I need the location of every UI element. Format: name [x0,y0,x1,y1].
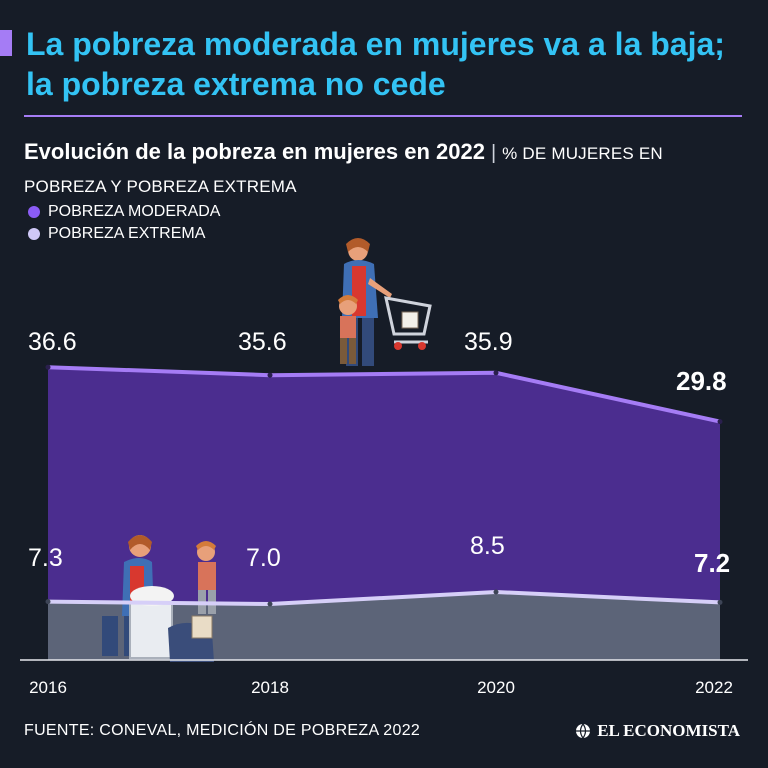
chart-markers [45,364,723,607]
legend-item-extrema: POBREZA EXTREMA [28,223,220,245]
point-moderada-2016 [45,364,51,370]
point-extrema-2016 [45,599,51,605]
label-extrema-2020: 8.5 [470,532,505,560]
legend-dot-moderada [28,206,40,218]
point-extrema-2020 [493,589,499,595]
legend-label-moderada: POBREZA MODERADA [48,203,221,220]
x-tick-2016: 2016 [29,678,67,697]
point-moderada-2018 [267,372,273,378]
line-moderada [47,365,721,424]
point-moderada-2020 [493,370,499,376]
legend-dot-extrema [28,228,40,240]
label-extrema-2018: 7.0 [246,544,281,572]
brand-globe-icon [576,723,591,739]
x-axis: 2016 2018 2020 2022 [20,659,748,697]
label-moderada-2018: 35.6 [238,328,287,356]
point-extrema-2018 [267,601,273,607]
legend-item-moderada: POBREZA MODERADA [28,201,220,223]
woman-cart-illustration [338,238,432,366]
subtitle: Evolución de la pobreza en mujeres en 20… [24,136,744,203]
title-accent-bar [0,30,12,56]
brand-name: EL ECONOMISTA [597,721,740,740]
subtitle-separator: | [490,142,497,164]
title-rule [24,115,742,117]
subtitle-strong: Evolución de la pobreza en mujeres en 20… [24,139,485,164]
point-moderada-2022 [717,419,723,425]
subtitle-desc: % DE MUJERES EN POBREZA Y POBREZA EXTREM… [24,144,663,196]
label-extrema-2022: 7.2 [694,548,730,578]
x-tick-2022: 2022 [695,678,733,697]
illustrations [102,238,432,662]
chart-lines [47,365,721,607]
legend-label-extrema: POBREZA EXTREMA [48,225,206,242]
label-extrema-2016: 7.3 [28,544,63,572]
line-extrema [47,589,721,607]
x-tick-2020: 2020 [477,678,515,697]
brand-logo: EL ECONOMISTA [575,721,740,741]
legend: POBREZA MODERADA POBREZA EXTREMA [28,201,220,245]
x-tick-2018: 2018 [251,678,289,697]
headline: La pobreza moderada en mujeres va a la b… [26,26,725,102]
label-moderada-2020: 35.9 [464,328,513,356]
source-note: FUENTE: CONEVAL, MEDICIÓN DE POBREZA 202… [24,722,421,739]
label-moderada-2016: 36.6 [28,328,77,356]
chart-labels: 36.6 35.6 35.9 29.8 7.3 7.0 8.5 7.2 [28,328,730,578]
point-extrema-2022 [717,599,723,605]
label-moderada-2022: 29.8 [676,366,727,396]
